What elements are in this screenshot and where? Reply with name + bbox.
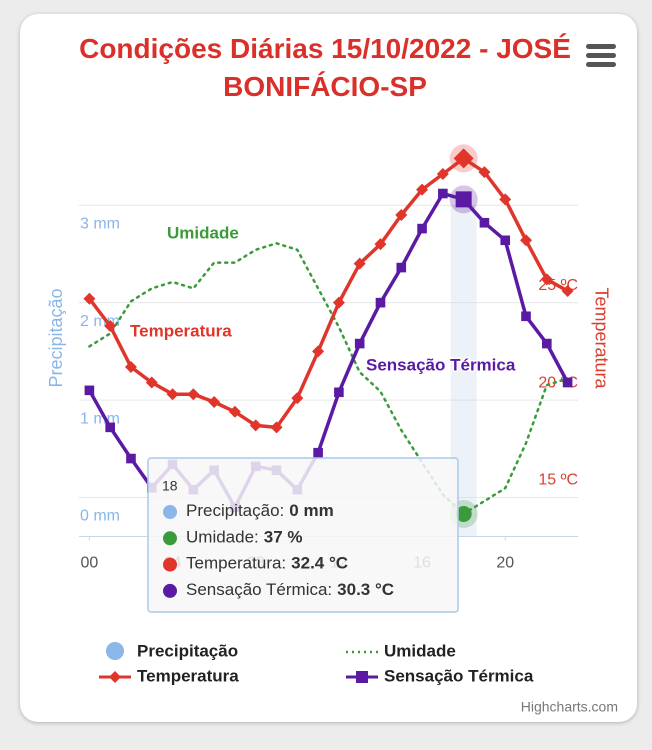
line [88, 242, 569, 516]
tooltip-bullet [163, 505, 177, 519]
tooltip-row: Precipitação: 0 mm [186, 501, 334, 520]
menu-button[interactable] [586, 44, 616, 67]
tooltip-value: 0 mm [289, 501, 333, 520]
marker [520, 234, 533, 247]
marker [499, 193, 512, 206]
legend-label[interactable]: Precipitação [137, 641, 238, 660]
chart-title: Condições Diárias 15/10/2022 - JOSÉ BONI… [79, 33, 571, 102]
marker [540, 273, 553, 286]
tooltip-value: 32.4 °C [291, 554, 348, 573]
menu-bar[interactable] [586, 53, 616, 58]
credits[interactable]: Highcharts.com [521, 699, 618, 715]
legend-label[interactable]: Sensação Térmica [384, 666, 534, 685]
marker [334, 387, 344, 398]
marker [478, 166, 491, 179]
legend-marker [109, 671, 121, 683]
marker [396, 262, 407, 273]
marker [479, 217, 490, 228]
marker [84, 385, 95, 396]
marker [500, 235, 511, 246]
marker [228, 405, 241, 418]
y-tick-label: 3 mm [80, 215, 120, 232]
tooltip-label: Temperatura: [186, 554, 286, 573]
marker [208, 396, 221, 409]
series-label: Umidade [167, 223, 239, 242]
tooltip-value: 37 % [264, 528, 303, 547]
marker [332, 296, 345, 309]
marker [104, 320, 117, 333]
tooltip-label: Precipitação: [186, 501, 284, 520]
series-label: Temperatura [130, 321, 232, 340]
tooltip-value: 30.3 °C [337, 580, 394, 599]
marker [145, 376, 158, 389]
marker [83, 292, 96, 305]
tooltip-row: Sensação Térmica: 30.3 °C [186, 580, 394, 599]
marker [353, 257, 366, 270]
marker [124, 360, 137, 373]
tooltip-row: Umidade: 37 % [186, 528, 303, 547]
legend-marker [106, 642, 124, 660]
marker [561, 284, 574, 297]
marker [374, 238, 387, 251]
marker [395, 208, 408, 221]
y2-axis-title: Temperatura [591, 287, 611, 389]
marker [291, 392, 304, 405]
marker [375, 297, 386, 308]
tooltip-header: 18 [162, 478, 178, 494]
x-tick-label: 00 [80, 555, 98, 572]
menu-bar[interactable] [586, 44, 616, 49]
marker [105, 422, 115, 433]
legend-label[interactable]: Umidade [384, 641, 456, 660]
marker [562, 377, 573, 388]
marker [455, 191, 472, 208]
tooltip-label: Umidade: [186, 528, 259, 547]
tooltip-bullet [163, 531, 177, 546]
tooltip-label: Sensação Térmica: [186, 580, 332, 599]
y-tick-label: 0 mm [80, 508, 120, 525]
marker [521, 311, 531, 322]
legend-marker [356, 671, 368, 683]
tooltip-bullet [163, 583, 177, 598]
legend-symbol[interactable] [106, 642, 124, 660]
tooltip-bullet [163, 557, 177, 572]
y2-tick-label: 15 ºC [538, 472, 578, 489]
line [87, 156, 570, 430]
marker [312, 345, 325, 358]
marker [249, 419, 262, 432]
y-axis-title: Precipitação [46, 288, 66, 387]
marker [416, 183, 429, 196]
marker [438, 188, 448, 199]
series-label: Sensação Térmica [366, 355, 516, 374]
marker [187, 388, 200, 401]
marker [313, 447, 323, 458]
marker [270, 421, 283, 434]
marker [166, 388, 179, 401]
marker [126, 453, 136, 464]
tooltip-box [147, 457, 459, 613]
marker [455, 505, 472, 522]
x-tick-label: 20 [496, 555, 514, 572]
marker [542, 338, 552, 349]
tooltip: 18 Precipitação: 0 mm Umidade: 37 % Temperatu… [147, 457, 459, 613]
marker [354, 338, 365, 349]
legend-symbol[interactable] [99, 671, 131, 683]
tooltip-row: Temperatura: 32.4 °C [186, 554, 348, 573]
legend-label[interactable]: Temperatura [137, 666, 239, 685]
menu-bar[interactable] [586, 62, 616, 67]
marker [417, 223, 427, 234]
legend-symbol[interactable] [346, 671, 378, 683]
marker [436, 168, 449, 181]
marker [453, 148, 474, 169]
